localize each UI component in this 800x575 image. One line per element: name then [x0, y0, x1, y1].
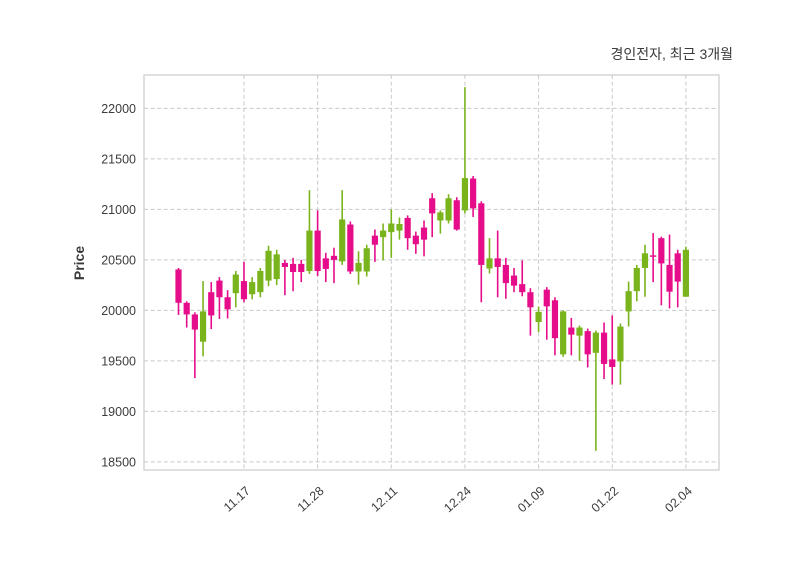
candle-body	[486, 258, 493, 269]
candle-body	[576, 327, 583, 336]
candle-body	[257, 270, 264, 293]
candle-body	[232, 274, 239, 294]
candle-body	[461, 178, 469, 211]
candle-body	[363, 248, 370, 272]
candle-body	[420, 227, 428, 240]
candle-body	[339, 219, 346, 262]
candle-body	[306, 230, 313, 271]
x-tick-label: 11.17	[221, 484, 253, 515]
candle-body	[208, 292, 215, 316]
candle-body	[453, 200, 460, 230]
candle-body	[191, 314, 198, 330]
candle-body	[249, 282, 256, 295]
candle-body	[379, 230, 387, 238]
candle-body	[298, 263, 305, 272]
candle-body	[396, 224, 403, 231]
candle-body	[527, 292, 534, 308]
candle-body	[175, 269, 182, 303]
candle-body	[404, 217, 411, 239]
candle-body	[281, 262, 288, 267]
x-tick-label: 01.22	[589, 484, 622, 515]
candle-body	[183, 302, 190, 315]
y-tick-label: 22000	[101, 102, 136, 116]
candle-body	[543, 289, 550, 307]
candle-body	[568, 327, 575, 335]
candle-body	[470, 178, 477, 209]
candle-body	[330, 255, 338, 260]
candle-body	[429, 198, 436, 214]
candle-body	[199, 311, 207, 342]
candle-body	[633, 267, 640, 292]
candle-body	[519, 284, 526, 293]
candle-body	[666, 264, 673, 292]
y-tick-label: 19500	[101, 354, 136, 368]
y-tick-label: 20500	[101, 253, 136, 267]
candle-body	[502, 264, 509, 284]
candle-body	[322, 258, 329, 269]
y-tick-label: 21000	[101, 203, 136, 217]
candle-body	[641, 253, 649, 268]
candle-body	[682, 249, 689, 297]
candle-body	[371, 235, 379, 245]
candle-body	[600, 332, 608, 364]
candle-body	[412, 235, 419, 245]
chart-title: 경인전자, 최근 3개월	[610, 46, 734, 62]
candle-body	[510, 275, 518, 286]
candle-body	[240, 281, 248, 300]
candle-body	[216, 280, 223, 298]
x-tick-label: 11.28	[295, 484, 327, 515]
candle-body	[289, 263, 297, 272]
candle-body	[625, 291, 632, 312]
y-tick-label: 21500	[101, 152, 136, 166]
candle-body	[560, 311, 567, 355]
candle-body	[592, 332, 599, 353]
x-tick-label: 12.24	[441, 484, 474, 515]
candle-body	[388, 223, 395, 233]
candle-body	[658, 238, 665, 264]
plot-frame	[143, 74, 720, 471]
y-tick-label: 20000	[101, 304, 136, 318]
candle-body	[650, 255, 657, 257]
x-tick-label: 12.11	[368, 484, 400, 515]
candle-body	[224, 297, 231, 310]
x-tick-label: 01.09	[515, 484, 548, 515]
candle-body	[437, 212, 444, 221]
candle-body	[617, 326, 624, 362]
candle-body	[674, 253, 681, 282]
candle-body	[478, 203, 485, 265]
y-tick-label: 18500	[101, 455, 136, 469]
candle-body	[494, 258, 501, 267]
candle-body	[584, 331, 591, 355]
y-tick-label: 19000	[101, 405, 136, 419]
candle-body	[445, 198, 452, 221]
candle-body	[273, 254, 280, 280]
candle-body	[609, 359, 616, 367]
candle-body	[314, 230, 321, 271]
candle-body	[355, 262, 362, 272]
candle-body	[347, 224, 354, 272]
candle-body	[265, 250, 272, 281]
candle-body	[535, 311, 542, 323]
candle-body	[551, 300, 559, 339]
x-tick-label: 02.04	[662, 484, 695, 515]
